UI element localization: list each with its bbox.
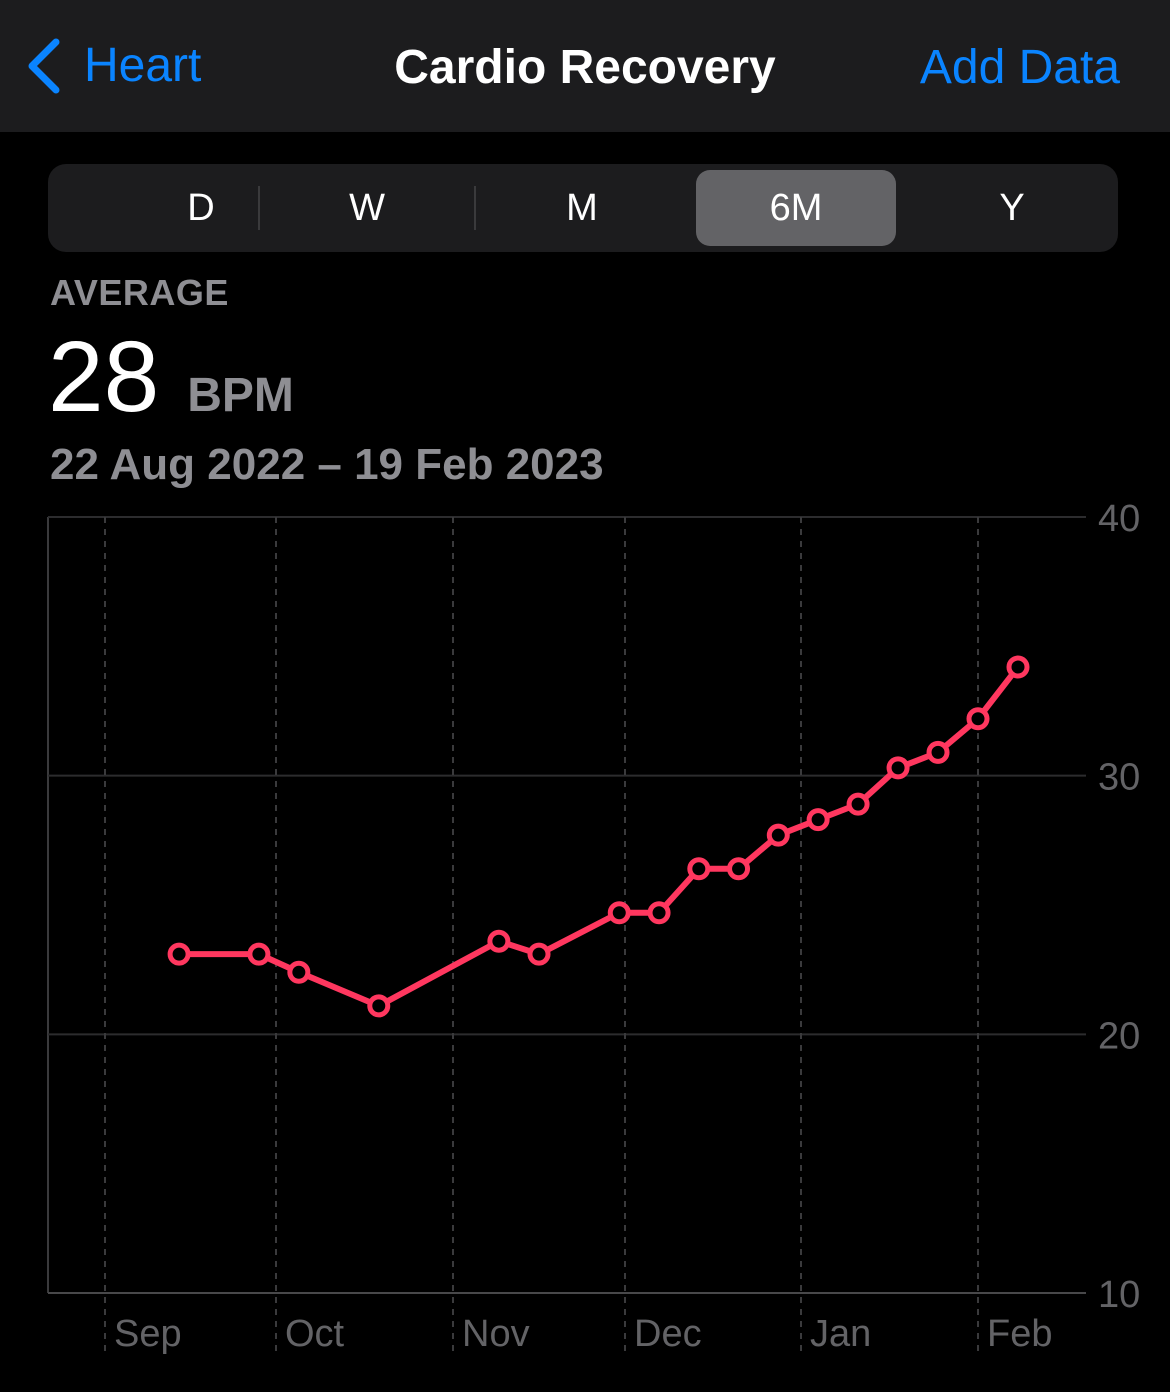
data-point — [926, 740, 950, 764]
data-point — [527, 942, 551, 966]
data-point — [287, 960, 311, 984]
back-button[interactable]: Heart — [24, 30, 201, 102]
data-point — [806, 808, 830, 832]
data-point — [766, 823, 790, 847]
y-tick-label: 20 — [1098, 1015, 1140, 1057]
data-point — [727, 857, 751, 881]
series-line — [176, 664, 1021, 1009]
average-unit: BPM — [187, 369, 294, 422]
segment-month[interactable]: M — [566, 186, 598, 229]
x-tick-label: Jan — [810, 1313, 871, 1355]
y-tick-label: 30 — [1098, 757, 1140, 799]
data-point — [607, 901, 631, 925]
nav-bar: Heart Cardio Recovery Add Data — [0, 0, 1170, 132]
date-range: 22 Aug 2022 – 19 Feb 2023 — [50, 440, 604, 489]
time-range-control: D W M 6M Y — [48, 164, 1118, 252]
data-point — [886, 756, 910, 780]
add-data-button[interactable]: Add Data — [919, 41, 1120, 94]
average-label: AVERAGE — [50, 272, 229, 313]
x-tick-label: Feb — [987, 1313, 1052, 1355]
back-label: Heart — [84, 39, 202, 92]
cardio-recovery-chart[interactable]: 40 30 20 10 Sep Oct Nov Dec Jan Feb — [0, 500, 1170, 1370]
segment-6-months[interactable]: 6M — [696, 170, 896, 246]
data-point — [247, 942, 271, 966]
segment-day[interactable]: D — [187, 186, 215, 229]
x-tick-label: Nov — [462, 1313, 530, 1355]
y-tick-label: 40 — [1098, 500, 1140, 540]
data-point — [367, 994, 391, 1018]
x-tick-label: Oct — [285, 1313, 345, 1355]
data-point — [1006, 655, 1030, 679]
x-tick-label: Sep — [114, 1313, 182, 1355]
segment-year[interactable]: Y — [999, 186, 1025, 229]
data-point — [167, 942, 191, 966]
average-readout: 28 BPM — [48, 322, 294, 432]
data-point — [647, 901, 671, 925]
data-point — [487, 929, 511, 953]
chevron-left-icon — [24, 36, 62, 96]
data-point — [687, 857, 711, 881]
data-point — [966, 707, 990, 731]
data-point — [846, 792, 870, 816]
segment-divider — [474, 186, 476, 230]
y-tick-label: 10 — [1098, 1274, 1140, 1316]
average-value: 28 — [48, 321, 160, 433]
segment-week[interactable]: W — [349, 186, 385, 229]
segment-divider — [258, 186, 260, 230]
x-tick-label: Dec — [634, 1313, 702, 1355]
